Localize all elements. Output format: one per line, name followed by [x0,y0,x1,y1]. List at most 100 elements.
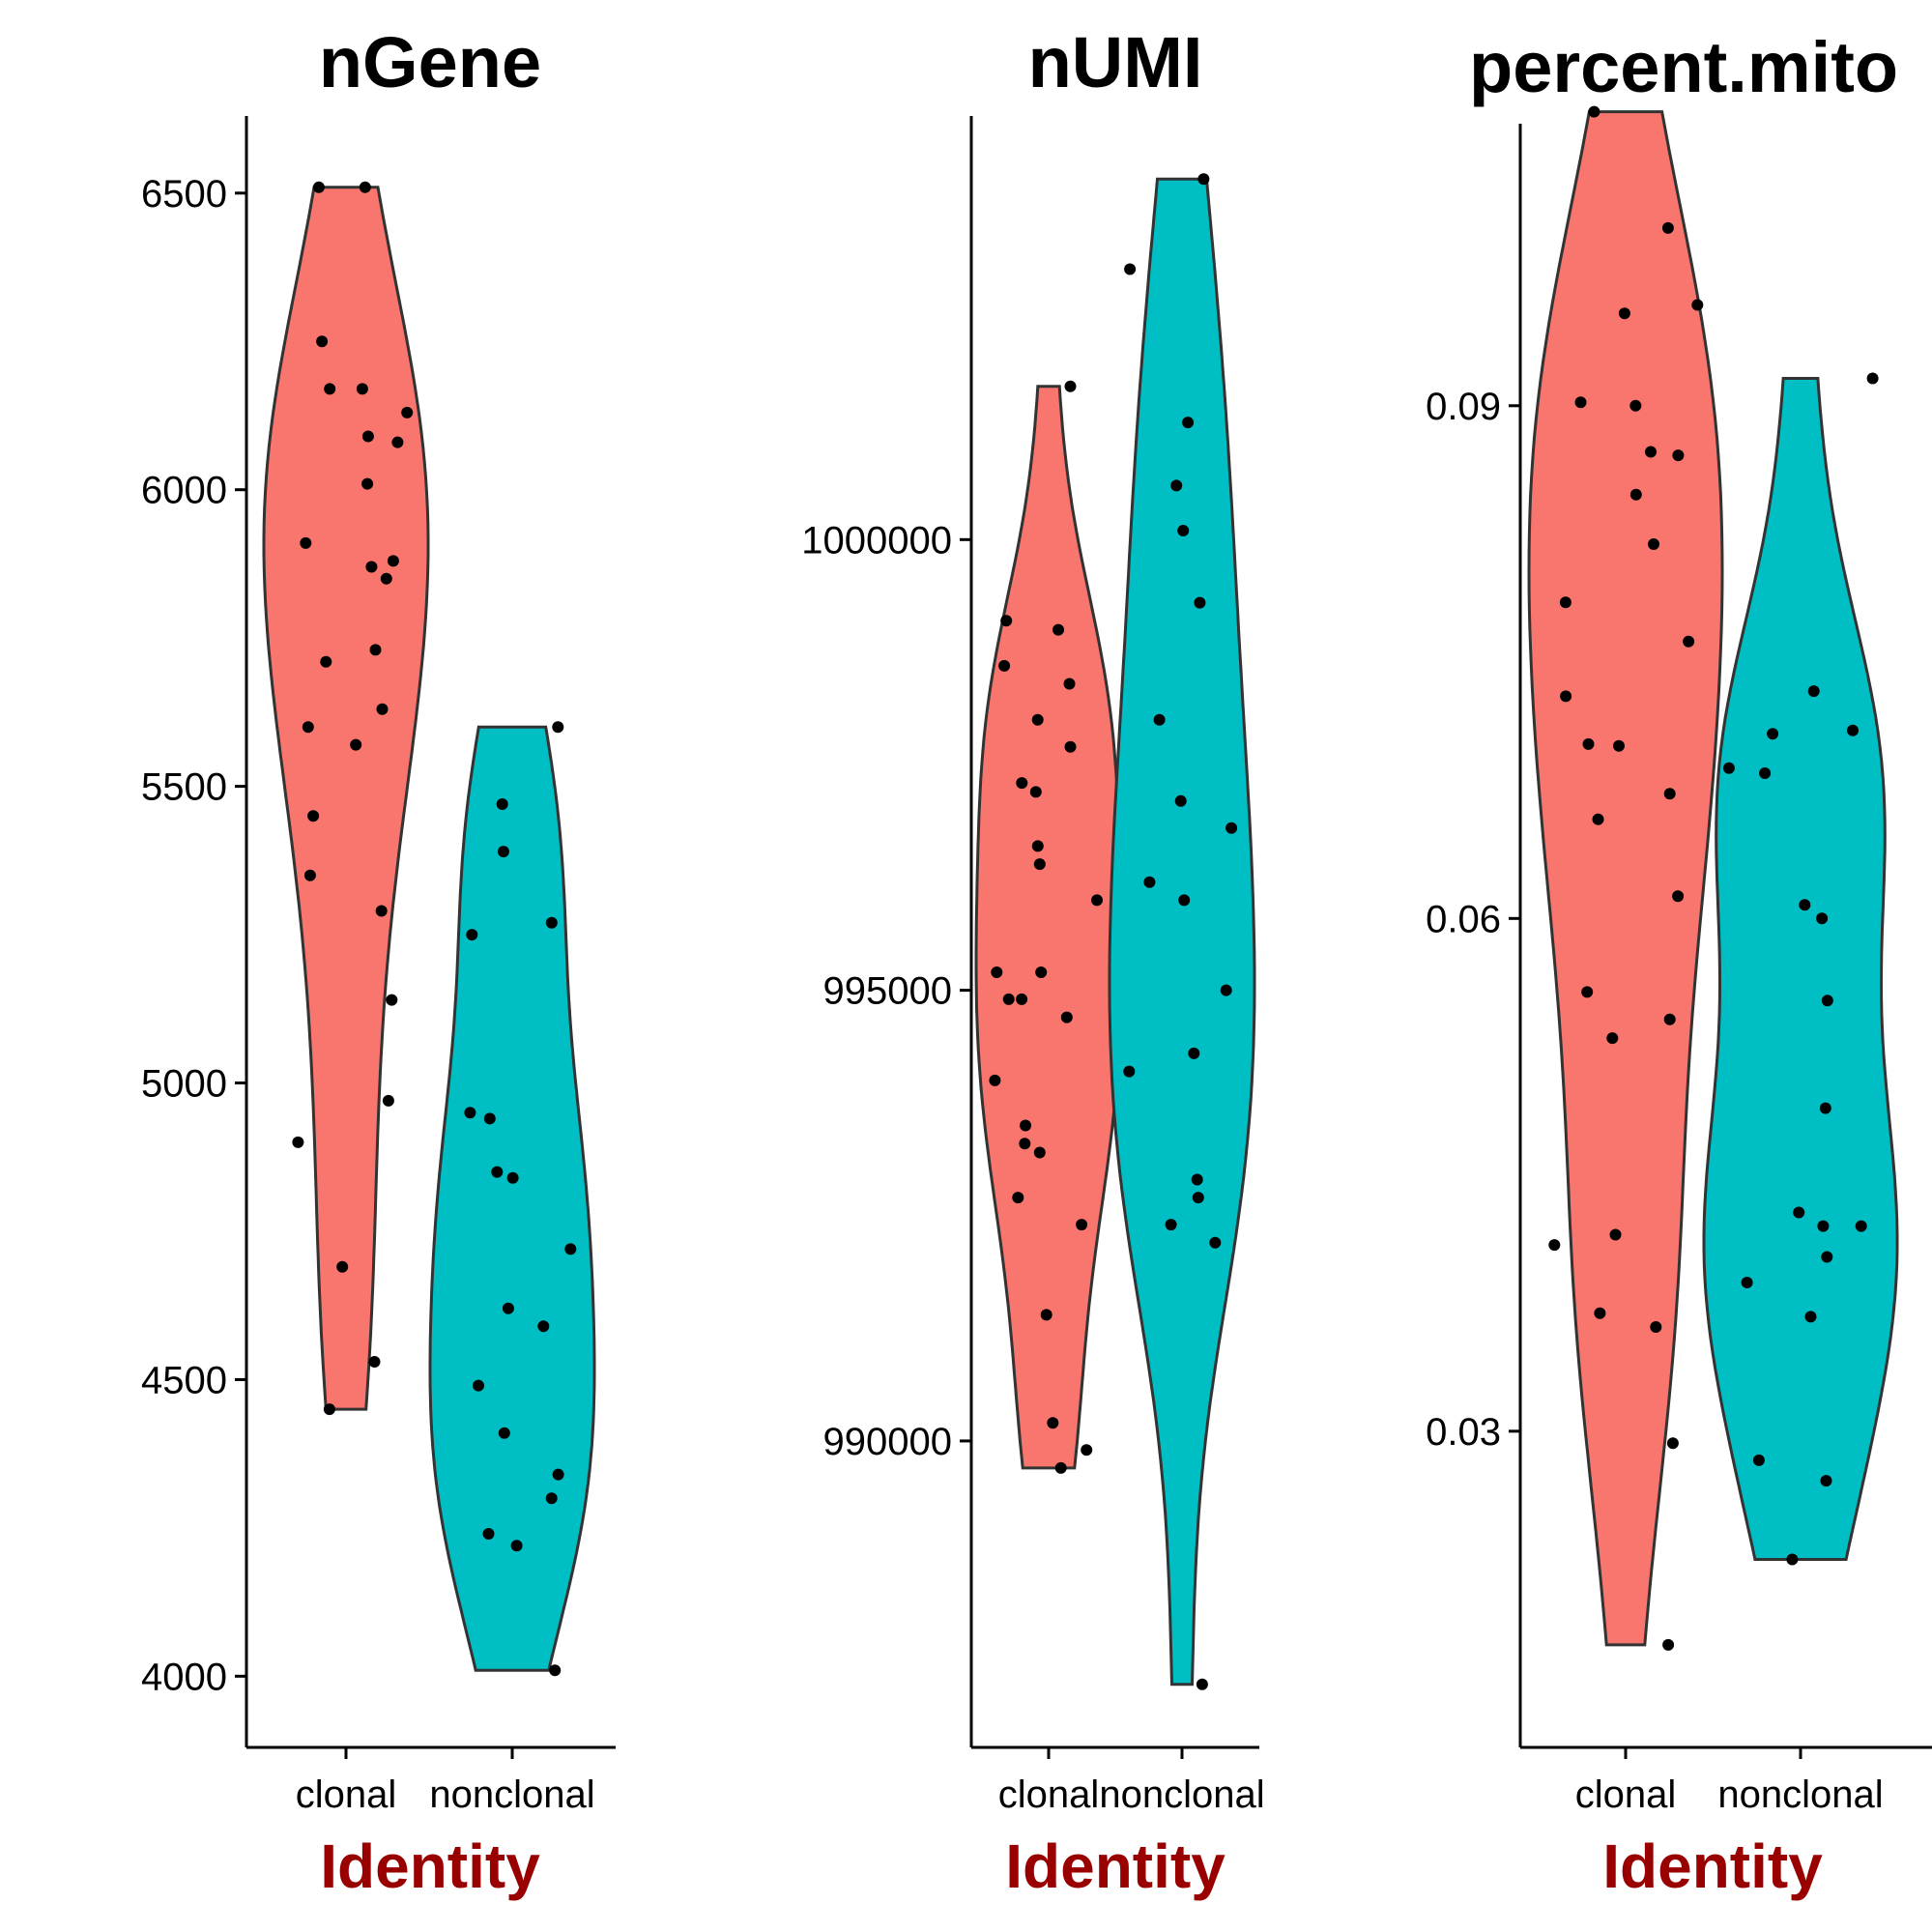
data-point-nonclonal [497,846,509,858]
x-axis-label: Identity [320,1831,540,1901]
data-point-clonal [1666,1437,1679,1450]
data-point-clonal [302,721,314,734]
data-point-clonal [1661,221,1674,234]
data-point-nonclonal [496,798,508,810]
data-point-nonclonal [482,1528,495,1540]
data-point-clonal [989,1074,1001,1086]
data-point-clonal [1019,1138,1031,1150]
data-point-nonclonal [1820,1475,1832,1487]
data-point-nonclonal [502,1302,514,1314]
panel-title: percent.mito [1469,27,1898,107]
data-point-clonal [300,536,312,549]
data-point-clonal [1047,1417,1059,1429]
data-point-clonal [1663,1013,1676,1025]
data-point-nonclonal [1191,1173,1203,1186]
data-point-nonclonal [552,721,564,734]
data-point-clonal [356,383,368,395]
data-point-nonclonal [1767,728,1779,740]
data-point-clonal [391,436,404,448]
data-point-nonclonal [1123,1065,1136,1078]
data-point-nonclonal [1182,417,1195,429]
data-point-clonal [1609,1228,1622,1241]
data-point-clonal [1016,993,1028,1005]
data-point-nonclonal [506,1171,519,1184]
data-point-clonal [1064,380,1077,392]
data-point-nonclonal [466,929,478,941]
data-point-nonclonal [1817,1220,1830,1232]
data-point-clonal [1613,739,1625,752]
data-point-clonal [1060,1011,1073,1024]
data-point-clonal [1618,307,1630,320]
data-point-nonclonal [473,1379,484,1392]
data-point-clonal [1031,840,1044,852]
data-point-clonal [1582,737,1595,750]
y-tick-label: 0.06 [1426,898,1501,940]
data-point-clonal [1053,623,1064,636]
data-point-nonclonal [1188,1047,1200,1059]
data-point-nonclonal [1226,822,1238,834]
data-point-nonclonal [1793,1206,1805,1219]
data-point-clonal [998,659,1011,672]
data-point-nonclonal [564,1243,577,1255]
data-point-nonclonal [1192,1192,1204,1204]
data-point-nonclonal [1799,899,1811,911]
x-tick-label-nonclonal: nonclonal [1717,1773,1883,1816]
data-point-clonal [307,810,320,822]
y-tick-label: 990000 [823,1421,952,1463]
data-point-clonal [991,966,1003,978]
x-axis-label: Identity [1005,1831,1226,1901]
data-point-clonal [1594,1307,1606,1319]
data-point-nonclonal [1178,894,1191,907]
data-point-nonclonal [1821,1251,1833,1263]
data-point-clonal [361,477,374,490]
data-point-clonal [1672,890,1685,903]
data-point-clonal [1040,1309,1053,1321]
data-point-clonal [316,335,329,348]
panel-numi: nUMI Identity clonal nonclonal 990000 995… [801,22,1264,1901]
y-tick-label: 4500 [141,1359,227,1401]
data-point-clonal [1560,690,1572,703]
data-point-clonal [1076,1219,1088,1231]
data-point-clonal [1035,966,1048,978]
data-point-nonclonal [1153,713,1166,726]
data-point-clonal [1064,740,1077,753]
data-point-nonclonal [1807,685,1820,698]
data-point-nonclonal [491,1166,504,1178]
data-point-nonclonal [1741,1277,1753,1288]
data-point-clonal [401,406,414,418]
data-point-clonal [312,181,325,193]
y-tick-label: 0.09 [1426,386,1501,428]
y-tick-label: 6000 [141,470,227,512]
data-point-clonal [1683,635,1695,648]
data-point-clonal [1063,678,1076,690]
data-point-nonclonal [1196,1678,1208,1690]
y-tick-label: 995000 [823,970,952,1013]
data-point-nonclonal [1165,1219,1177,1231]
data-point-nonclonal [1197,173,1210,186]
panel-title: nGene [319,22,541,102]
data-point-clonal [1033,858,1046,871]
data-point-nonclonal [1174,794,1187,807]
data-point-clonal [323,1403,335,1416]
data-point-nonclonal [1143,876,1156,888]
data-point-nonclonal [1752,1454,1765,1466]
data-point-nonclonal [498,1427,510,1439]
y-tick-label: 6500 [141,173,227,216]
data-point-clonal [1650,1321,1662,1333]
data-point-clonal [1031,713,1044,726]
data-point-clonal [1029,786,1042,798]
data-point-nonclonal [552,1468,564,1481]
data-point-clonal [387,555,399,567]
x-tick-label-nonclonal: nonclonal [429,1773,594,1816]
panel-ngene: nGene Identity clonal nonclonal 4000 4500… [141,22,616,1901]
data-point-clonal [1020,1119,1031,1132]
x-axis-label: Identity [1602,1831,1823,1901]
data-point-clonal [1081,1444,1093,1456]
data-point-clonal [376,703,389,715]
data-point-clonal [1672,449,1685,462]
data-point-clonal [359,181,371,193]
data-point-nonclonal [1170,479,1183,492]
data-point-clonal [1581,986,1594,998]
data-point-nonclonal [510,1540,523,1552]
